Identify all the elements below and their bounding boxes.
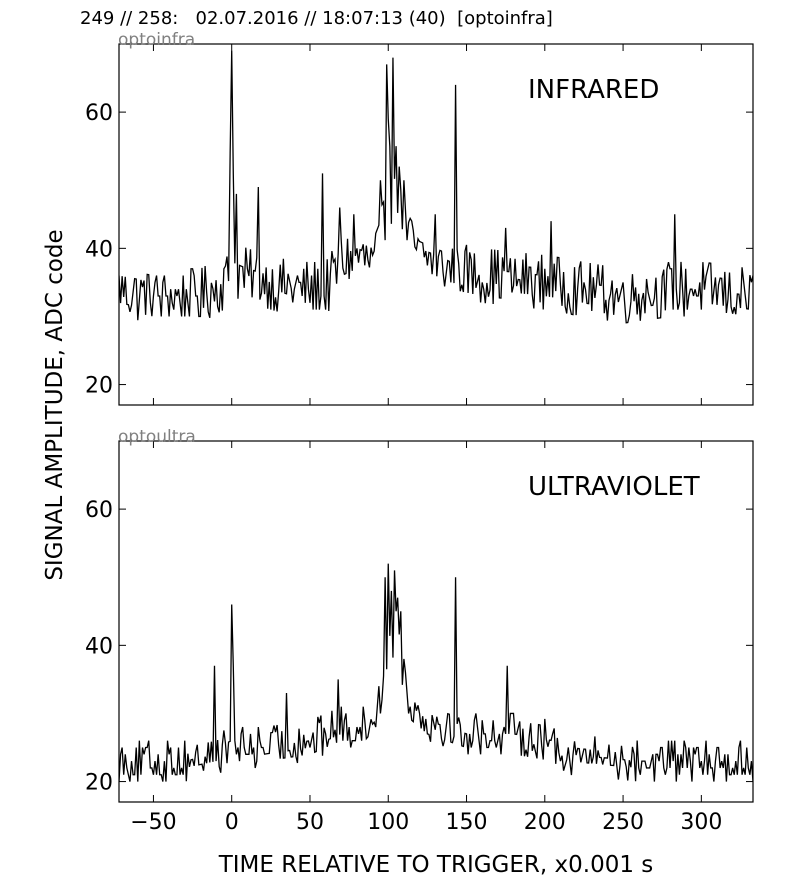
x-tick-label: −50 [130,810,176,835]
x-tick-label: 250 [602,810,644,835]
signal-trace-optoinfra [119,50,753,324]
source-label-optoinfra: optoinfra [118,30,195,50]
y-axis-label: SIGNAL AMPLITUDE, ADC code [42,229,68,580]
x-axis-label: TIME RELATIVE TO TRIGGER, x0.001 s [218,852,654,878]
y-tick-label: 40 [85,237,113,262]
y-tick-label: 60 [85,101,113,126]
y-tick-label: 20 [85,374,113,399]
y-tick-label: 60 [85,498,113,523]
signal-trace-optoultra [119,563,753,782]
x-tick-label: 300 [680,810,722,835]
x-tick-label: 50 [296,810,324,835]
plot-frame-optoultra [118,440,754,803]
x-tick-label: 0 [225,810,239,835]
panel-optoinfra: 20 40 60 optoinfra INFRARED [85,30,754,406]
x-tick-label: 100 [367,810,409,835]
y-tick-label: 20 [85,771,113,796]
y-tick-label: 40 [85,634,113,659]
panel-title-optoinfra: INFRARED [528,75,659,105]
panel-title-optoultra: ULTRAVIOLET [528,472,700,502]
source-label-optoultra: optoultra [118,427,196,447]
x-tick-label: 200 [524,810,566,835]
panel-optoultra: −50 0 50 100 150 200 250 300 20 40 60 optoultra ULTR… [85,427,754,835]
figure-header: 249 // 258: 02.07.2016 // 18:07:13 (40) … [80,8,553,29]
plot-frame-optoinfra [118,43,754,406]
x-tick-label: 150 [446,810,488,835]
